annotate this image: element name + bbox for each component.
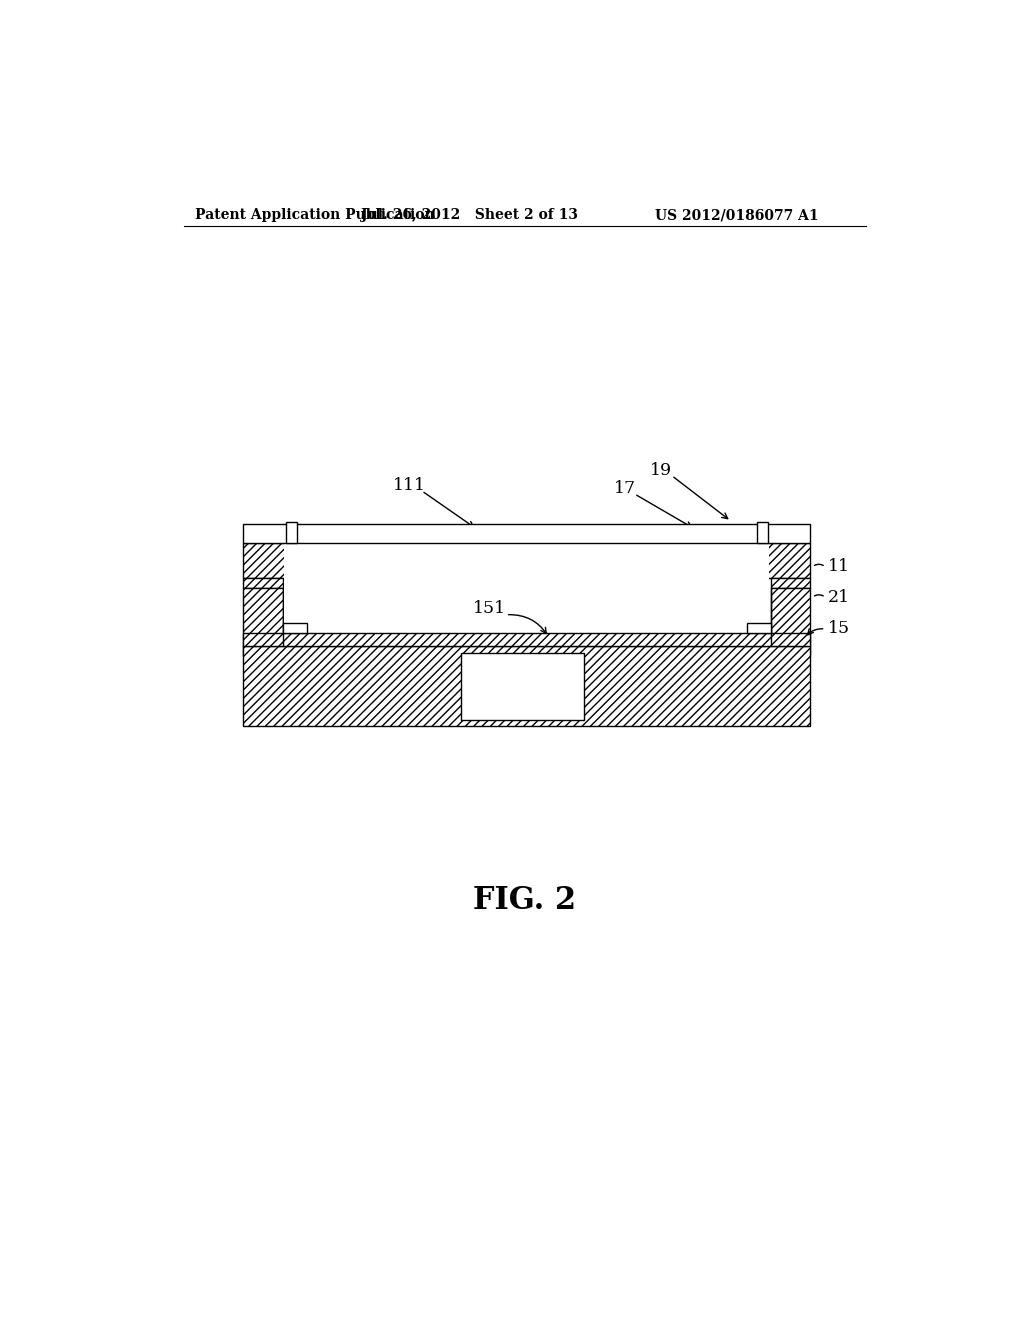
Bar <box>243 524 811 543</box>
Bar <box>243 543 297 578</box>
Text: FIG. 2: FIG. 2 <box>473 884 577 916</box>
Text: 21: 21 <box>828 589 850 606</box>
Text: Patent Application Publication: Patent Application Publication <box>196 209 435 222</box>
Text: 111: 111 <box>393 478 426 494</box>
Text: 19: 19 <box>650 462 673 479</box>
Bar <box>283 623 306 634</box>
Text: 151: 151 <box>472 601 506 618</box>
Bar <box>746 623 771 634</box>
Text: 15: 15 <box>828 620 850 638</box>
Bar <box>286 523 297 543</box>
Bar <box>285 543 769 623</box>
Bar <box>771 589 811 647</box>
Text: Jul. 26, 2012   Sheet 2 of 13: Jul. 26, 2012 Sheet 2 of 13 <box>360 209 578 222</box>
Bar <box>243 578 283 589</box>
Bar <box>757 647 811 656</box>
Bar <box>243 647 297 656</box>
Bar <box>461 653 585 721</box>
Bar <box>757 543 811 578</box>
Text: US 2012/0186077 A1: US 2012/0186077 A1 <box>654 209 818 222</box>
Bar <box>243 634 811 647</box>
Text: 11: 11 <box>828 558 850 576</box>
Bar <box>243 589 283 647</box>
Bar <box>243 647 811 726</box>
Text: 17: 17 <box>613 480 636 498</box>
Bar <box>771 578 811 589</box>
Text: 1: 1 <box>519 676 530 693</box>
Bar <box>757 523 768 543</box>
